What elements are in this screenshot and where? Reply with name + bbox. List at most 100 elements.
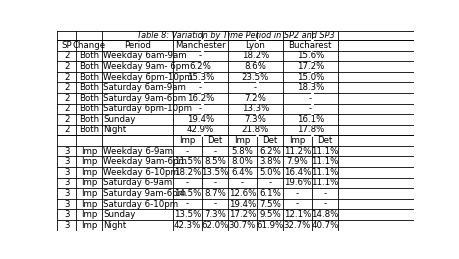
Text: 7.3%: 7.3% [204,210,225,219]
Text: 19.6%: 19.6% [283,178,310,188]
Text: -: - [213,199,216,208]
Text: 7.3%: 7.3% [244,115,266,124]
Text: 3: 3 [64,221,69,230]
Text: Imp: Imp [80,199,97,208]
Text: 7.2%: 7.2% [244,94,266,103]
Text: -: - [268,178,271,188]
Text: -: - [185,147,189,156]
Text: 14.8%: 14.8% [310,210,338,219]
Text: 2: 2 [64,52,69,60]
Text: Both: Both [78,62,99,71]
Text: 2: 2 [64,115,69,124]
Text: Saturday 9am-6pm: Saturday 9am-6pm [103,94,186,103]
Text: 3: 3 [64,178,69,188]
Text: Imp: Imp [80,189,97,198]
Text: 15.0%: 15.0% [296,73,323,82]
Text: 13.5%: 13.5% [201,168,228,177]
Text: 3: 3 [64,199,69,208]
Text: 17.2%: 17.2% [228,210,256,219]
Text: Bucharest: Bucharest [288,41,331,50]
Text: -: - [213,178,216,188]
Text: Weekday 6pm-10pm: Weekday 6pm-10pm [103,73,193,82]
Text: 3: 3 [64,168,69,177]
Text: 62.0%: 62.0% [201,221,228,230]
Text: 5.0%: 5.0% [258,168,280,177]
Text: Saturday 6-10pm: Saturday 6-10pm [103,199,178,208]
Text: Det: Det [317,136,332,145]
Text: 17.8%: 17.8% [296,126,323,134]
Text: 11.1%: 11.1% [310,157,338,166]
Text: -: - [213,147,216,156]
Text: 6.1%: 6.1% [258,189,280,198]
Text: 7.9%: 7.9% [286,157,308,166]
Text: 3.8%: 3.8% [258,157,280,166]
Text: -: - [308,94,311,103]
Text: Change: Change [72,41,105,50]
Text: Night: Night [103,221,127,230]
Text: Sunday: Sunday [103,210,135,219]
Text: -: - [323,189,326,198]
Text: 3: 3 [64,157,69,166]
Text: -: - [198,104,202,113]
Text: -: - [241,178,244,188]
Text: Both: Both [78,126,99,134]
Text: 7.5%: 7.5% [258,199,280,208]
Text: Both: Both [78,83,99,92]
Text: 11.5%: 11.5% [174,157,201,166]
Text: 13.3%: 13.3% [241,104,269,113]
Text: Weekday 9am-6pm: Weekday 9am-6pm [103,157,187,166]
Text: 15.3%: 15.3% [186,73,214,82]
Text: 18.2%: 18.2% [174,168,201,177]
Text: Night: Night [103,126,127,134]
Text: 3: 3 [64,147,69,156]
Text: Weekday 6-9am: Weekday 6-9am [103,147,173,156]
Text: -: - [295,199,298,208]
Text: 3: 3 [64,189,69,198]
Text: Sunday: Sunday [103,115,135,124]
Text: 2: 2 [64,104,69,113]
Text: 16.1%: 16.1% [296,115,323,124]
Text: 21.8%: 21.8% [241,126,269,134]
Text: 8.7%: 8.7% [204,189,225,198]
Text: 32.7%: 32.7% [283,221,310,230]
Text: 11.2%: 11.2% [283,147,310,156]
Text: 8.6%: 8.6% [244,62,266,71]
Text: Lyon: Lyon [245,41,265,50]
Text: 2: 2 [64,62,69,71]
Text: 8.5%: 8.5% [204,157,225,166]
Text: 16.2%: 16.2% [186,94,214,103]
Text: 12.1%: 12.1% [283,210,310,219]
Text: 14.5%: 14.5% [174,189,201,198]
Text: -: - [198,52,202,60]
Text: 11.1%: 11.1% [310,178,338,188]
Text: 42.3%: 42.3% [174,221,201,230]
Text: Both: Both [78,73,99,82]
Text: Saturday 6am-9am: Saturday 6am-9am [103,83,186,92]
Text: Imp: Imp [234,136,250,145]
Text: Table 8: Variation by Time Period in SP2 and SP3: Table 8: Variation by Time Period in SP2… [137,31,334,40]
Text: Imp: Imp [80,210,97,219]
Text: 19.4%: 19.4% [229,199,256,208]
Text: Det: Det [207,136,222,145]
Text: -: - [198,83,202,92]
Text: Imp: Imp [80,147,97,156]
Text: Imp: Imp [80,178,97,188]
Text: Both: Both [78,94,99,103]
Text: Period: Period [123,41,151,50]
Text: Imp: Imp [80,157,97,166]
Text: 2: 2 [64,73,69,82]
Text: Imp: Imp [80,168,97,177]
Text: 30.7%: 30.7% [228,221,256,230]
Text: 5.8%: 5.8% [231,147,253,156]
Text: 3: 3 [64,210,69,219]
Text: Imp: Imp [80,221,97,230]
Text: 15.6%: 15.6% [296,52,323,60]
Text: Saturday 6-9am: Saturday 6-9am [103,178,173,188]
Text: -: - [185,178,189,188]
Text: Weekday 9am- 6pm: Weekday 9am- 6pm [103,62,190,71]
Text: 16.4%: 16.4% [283,168,310,177]
Text: Saturday 6pm-10pm: Saturday 6pm-10pm [103,104,192,113]
Text: 2: 2 [64,94,69,103]
Text: 18.2%: 18.2% [241,52,269,60]
Text: Both: Both [78,52,99,60]
